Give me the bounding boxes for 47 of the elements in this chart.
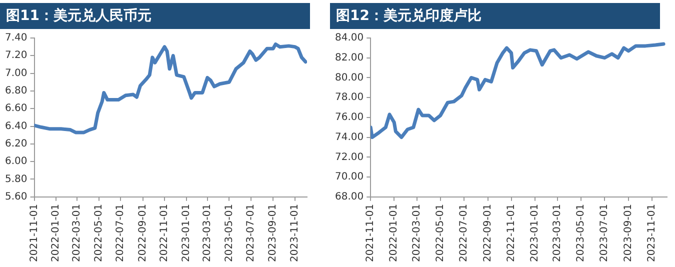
y-tick-label: 82.00 <box>334 52 364 64</box>
y-tick-label: 7.00 <box>5 68 28 79</box>
y-tick-label: 80.00 <box>334 72 364 84</box>
x-tick-label: 2023-01-01 <box>529 204 540 262</box>
y-tick-label: 5.80 <box>5 174 28 185</box>
x-tick-label: 2023-07-01 <box>599 204 610 262</box>
x-tick-label: 2022-01-01 <box>50 204 62 262</box>
x-tick-label: 2023-03-01 <box>202 204 213 262</box>
x-tick-label: 2022-11-01 <box>506 204 517 262</box>
chart-title: 图11：美元兑人民币元 <box>0 3 310 29</box>
x-tick-label: 2022-09-01 <box>137 204 148 262</box>
y-tick-label: 68.00 <box>334 191 364 202</box>
x-tick-label: 2021-11-01 <box>28 204 40 262</box>
x-tick-label: 2022-11-01 <box>159 204 170 262</box>
y-tick-label: 6.60 <box>5 103 28 114</box>
y-tick-label: 6.40 <box>5 120 28 132</box>
x-tick-label: 2023-11-01 <box>289 204 300 262</box>
x-tick-label: 2021-11-01 <box>365 204 376 262</box>
x-tick-label: 2023-09-01 <box>268 204 279 262</box>
y-tick-label: 84.00 <box>334 32 364 44</box>
y-tick-label: 74.00 <box>334 132 364 143</box>
y-tick-label: 7.40 <box>5 32 28 44</box>
x-tick-label: 2022-09-01 <box>482 204 494 262</box>
y-tick-label: 72.00 <box>334 152 364 163</box>
x-tick-label: 2022-03-01 <box>72 204 83 262</box>
x-tick-label: 2022-05-01 <box>93 204 104 262</box>
x-tick-label: 2022-07-01 <box>115 204 126 262</box>
y-tick-label: 6.80 <box>5 86 28 97</box>
x-tick-label: 2023-09-01 <box>623 204 634 262</box>
x-tick-label: 2022-03-01 <box>411 204 422 262</box>
x-tick-label: 2023-03-01 <box>552 204 564 262</box>
x-tick-label: 2023-01-01 <box>180 204 192 262</box>
x-tick-label: 2023-11-01 <box>646 204 658 262</box>
y-tick-label: 6.00 <box>5 156 28 168</box>
x-tick-label: 2022-01-01 <box>388 204 400 262</box>
x-tick-label: 2023-05-01 <box>224 204 235 262</box>
y-tick-label: 7.20 <box>5 50 28 62</box>
y-tick-label: 6.20 <box>5 138 28 150</box>
x-tick-label: 2023-07-01 <box>246 204 257 262</box>
y-tick-label: 76.00 <box>334 112 364 124</box>
x-tick-label: 2023-05-01 <box>576 204 587 262</box>
x-tick-label: 2022-07-01 <box>458 204 470 262</box>
y-tick-label: 5.60 <box>5 191 28 202</box>
y-tick-label: 70.00 <box>334 172 364 183</box>
x-tick-label: 2022-05-01 <box>434 204 446 262</box>
y-tick-label: 78.00 <box>334 92 364 104</box>
chart-title: 图12：美元兑印度卢比 <box>330 3 660 29</box>
